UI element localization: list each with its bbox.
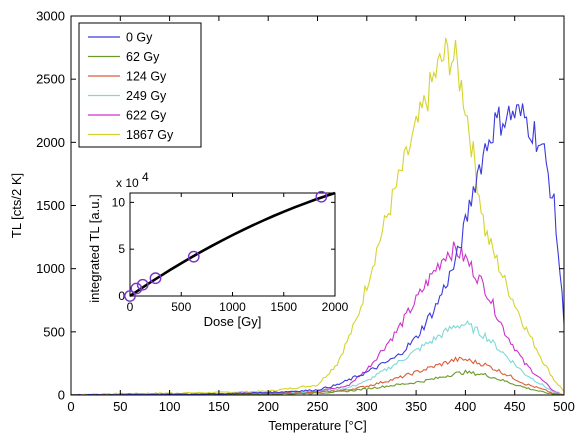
y-tick-label: 1500 bbox=[36, 198, 65, 213]
x-tick-label: 200 bbox=[257, 399, 279, 414]
inset-x-tick-label: 0 bbox=[127, 300, 134, 314]
y-tick-label: 0 bbox=[58, 388, 65, 403]
x-tick-label: 50 bbox=[113, 399, 127, 414]
x-tick-label: 0 bbox=[67, 399, 74, 414]
x-tick-label: 450 bbox=[504, 399, 526, 414]
legend-label: 622 Gy bbox=[126, 109, 167, 123]
x-tick-label: 500 bbox=[553, 399, 575, 414]
y-axis-label: TL [cts/2 K] bbox=[9, 173, 24, 238]
x-tick-label: 350 bbox=[405, 399, 427, 414]
inset-data-point bbox=[124, 290, 136, 302]
x-tick-label: 150 bbox=[208, 399, 230, 414]
y-tick-label: 2500 bbox=[36, 72, 65, 87]
legend-label: 0 Gy bbox=[126, 31, 153, 45]
x-tick-label: 400 bbox=[455, 399, 477, 414]
inset-data-point bbox=[149, 272, 162, 285]
y-tick-label: 1000 bbox=[36, 261, 65, 276]
inset-data-point bbox=[130, 282, 143, 295]
inset-y-tick-label: 5 bbox=[118, 242, 125, 256]
legend-label: 1867 Gy bbox=[126, 128, 174, 142]
legend-label: 124 Gy bbox=[126, 70, 167, 84]
x-tick-label: 250 bbox=[307, 399, 329, 414]
y-tick-label: 2000 bbox=[36, 135, 65, 150]
legend-label: 249 Gy bbox=[126, 89, 167, 103]
legend-box bbox=[78, 22, 202, 148]
inset-x-tick-label: 2000 bbox=[322, 300, 349, 314]
inset-y-multiplier-exponent: 4 bbox=[142, 170, 149, 184]
inset-y-axis-label: integrated TL [a.u.] bbox=[87, 194, 102, 302]
legend: 0 Gy 62 Gy 124 Gy 249 Gy 622 Gy 1867 Gy bbox=[78, 22, 202, 148]
y-tick-label: 500 bbox=[43, 324, 65, 339]
inset-data-point bbox=[136, 278, 149, 291]
x-tick-label: 300 bbox=[356, 399, 378, 414]
inset-y-multiplier: x 10 bbox=[116, 176, 139, 190]
series-line-3 bbox=[71, 320, 564, 395]
inset-x-tick-label: 1000 bbox=[219, 300, 246, 314]
series-line-2 bbox=[71, 356, 564, 395]
inset-data-point bbox=[187, 250, 200, 263]
legend-label: 62 Gy bbox=[126, 50, 160, 64]
x-axis-label: Temperature [°C] bbox=[268, 418, 366, 433]
inset-y-tick-label: 10 bbox=[112, 195, 126, 209]
x-tick-label: 100 bbox=[159, 399, 181, 414]
inset-plot: 0 500 1000 1500 2000 0 5 10 x 10 4 Dose [Gy] integr… bbox=[87, 170, 349, 329]
inset-data-point bbox=[315, 190, 328, 203]
inset-fit-line bbox=[129, 191, 336, 298]
inset-frame bbox=[129, 192, 336, 297]
main-plot: 0 50 100 150 200 250 300 350 400 450 5000500100015… bbox=[9, 9, 575, 434]
inset-x-axis-label: Dose [Gy] bbox=[204, 314, 262, 329]
inset-y-tick-label: 0 bbox=[118, 289, 125, 303]
y-tick-label: 3000 bbox=[36, 9, 65, 24]
inset-x-tick-label: 500 bbox=[171, 300, 191, 314]
inset-x-tick-label: 1500 bbox=[270, 300, 297, 314]
